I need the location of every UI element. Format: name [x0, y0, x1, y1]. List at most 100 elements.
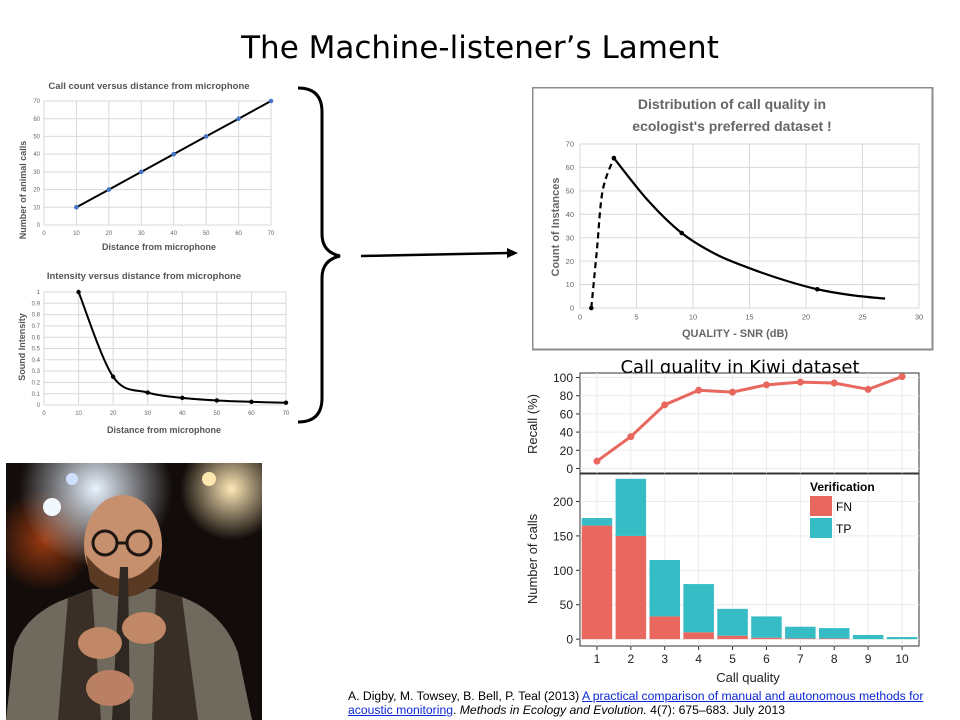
chart-title-line-1: Distribution of call quality in: [638, 96, 826, 112]
y-tick-label: 0.4: [32, 358, 41, 364]
data-point: [76, 289, 81, 295]
x-tick-label: 20: [110, 411, 117, 417]
data-point: [695, 386, 703, 394]
y-tick-label: 20: [560, 444, 574, 458]
data-point: [815, 286, 820, 292]
y-tick-label: 30: [566, 233, 574, 242]
data-point: [138, 169, 144, 175]
data-point: [171, 151, 177, 157]
call-count-chart: Call count versus distance from micropho…: [18, 81, 275, 252]
chart-title: Call count versus distance from micropho…: [48, 81, 249, 92]
citation-authors: A. Digby, M. Towsey, B. Bell, P. Teal (2…: [348, 689, 582, 703]
x-tick-label: 3: [661, 652, 668, 666]
data-point: [145, 390, 150, 395]
arrow-head: [507, 248, 518, 258]
x-tick-label: 30: [915, 313, 923, 322]
x-tick-label: 10: [689, 313, 697, 322]
bar-tp: [717, 608, 748, 636]
x-tick-label: 15: [745, 313, 753, 322]
chart-title-line-2: ecologist's preferred dataset !: [632, 118, 831, 134]
citation: A. Digby, M. Towsey, B. Bell, P. Teal (2…: [348, 689, 948, 717]
y-tick-label: 40: [560, 426, 574, 440]
y-tick-label: 10: [33, 205, 40, 211]
y-tick-label: 0.8: [32, 313, 41, 319]
data-point: [106, 187, 112, 192]
y-tick-label: 70: [33, 99, 40, 105]
x-tick-label: 20: [106, 231, 113, 237]
citation-link[interactable]: A practical comparison of manual and aut…: [348, 689, 924, 717]
x-tick-label: 10: [75, 411, 82, 417]
data-point: [611, 155, 617, 161]
x-tick-label: 9: [865, 652, 872, 666]
y-tick-label: 0.7: [32, 324, 41, 330]
recall-chart: Recall (%) 0 20 40 60 80 100: [525, 371, 920, 475]
bar-fn: [717, 635, 748, 640]
x-tick-label: 2: [628, 652, 635, 666]
y-tick-label: 0.6: [32, 335, 41, 341]
bar-fn: [649, 616, 681, 640]
x-tick-label: 6: [763, 652, 770, 666]
x-tick-label: 60: [248, 411, 255, 417]
x-tick-label: 30: [138, 231, 145, 237]
bar-fn: [785, 638, 816, 640]
x-axis-label: QUALITY - SNR (dB): [682, 328, 788, 340]
y-tick-label: 40: [566, 210, 574, 219]
x-tick-label: 0: [42, 231, 46, 237]
y-axis-label: Count of Instances: [550, 177, 562, 276]
y-tick-label: 0.5: [32, 347, 41, 353]
intensity-chart: Intensity versus distance from microphon…: [17, 271, 290, 435]
bar-fn: [581, 525, 613, 640]
bar-tp: [683, 584, 714, 633]
legend-label-tp: TP: [836, 522, 851, 536]
clarinet-player-photo: [6, 463, 262, 720]
data-point: [729, 388, 737, 396]
y-tick-label: 0: [570, 304, 574, 313]
y-tick-label: 20: [566, 257, 574, 266]
y-tick-label: 20: [33, 188, 40, 194]
data-point: [268, 98, 274, 104]
x-tick-label: 4: [695, 652, 702, 666]
bar-tp: [581, 518, 613, 526]
data-point: [627, 433, 635, 441]
x-tick-label: 7: [797, 652, 804, 666]
x-tick-label: 50: [214, 411, 221, 417]
x-tick-label: 30: [144, 411, 151, 417]
data-point: [110, 374, 116, 379]
x-tick-label: 5: [634, 313, 638, 322]
data-point: [796, 378, 804, 386]
y-axis-label: Sound Intensity: [17, 313, 27, 381]
x-tick-label: 40: [179, 411, 186, 417]
data-point: [74, 204, 79, 210]
x-tick-label: 0: [578, 313, 582, 322]
curly-bracket: [297, 86, 341, 424]
y-tick-label: 40: [33, 152, 40, 158]
bar-tp: [852, 634, 884, 640]
legend-title: Verification: [810, 480, 875, 494]
y-axis-label: Number of animal calls: [18, 141, 28, 240]
x-tick-label: 1: [594, 652, 601, 666]
arrow-line: [360, 251, 509, 258]
x-tick-label: 10: [895, 652, 909, 666]
data-point: [236, 116, 241, 122]
series-line: [596, 375, 903, 463]
data-point: [589, 305, 594, 311]
y-axis-label: Recall (%): [525, 394, 540, 454]
y-tick-label: 0.3: [32, 369, 41, 375]
x-tick-label: 25: [858, 313, 866, 322]
data-point: [593, 457, 601, 465]
y-tick-label: 80: [560, 389, 574, 403]
citation-journal: Methods in Ecology and Evolution.: [459, 703, 647, 717]
x-tick-label: 50: [203, 231, 210, 237]
y-tick-label: 0.1: [32, 392, 41, 398]
y-tick-label: 150: [553, 529, 573, 543]
y-tick-label: 50: [566, 186, 574, 195]
x-tick-label: 8: [831, 652, 838, 666]
bar-fn: [818, 638, 850, 640]
y-tick-label: 100: [553, 371, 573, 385]
data-point: [661, 401, 669, 409]
data-point: [898, 373, 906, 381]
x-tick-label: 70: [283, 411, 290, 417]
bar-tp: [818, 628, 850, 639]
y-tick-label: 0: [566, 633, 573, 647]
citation-details: 4(7): 675–683. July 2013: [646, 703, 786, 717]
